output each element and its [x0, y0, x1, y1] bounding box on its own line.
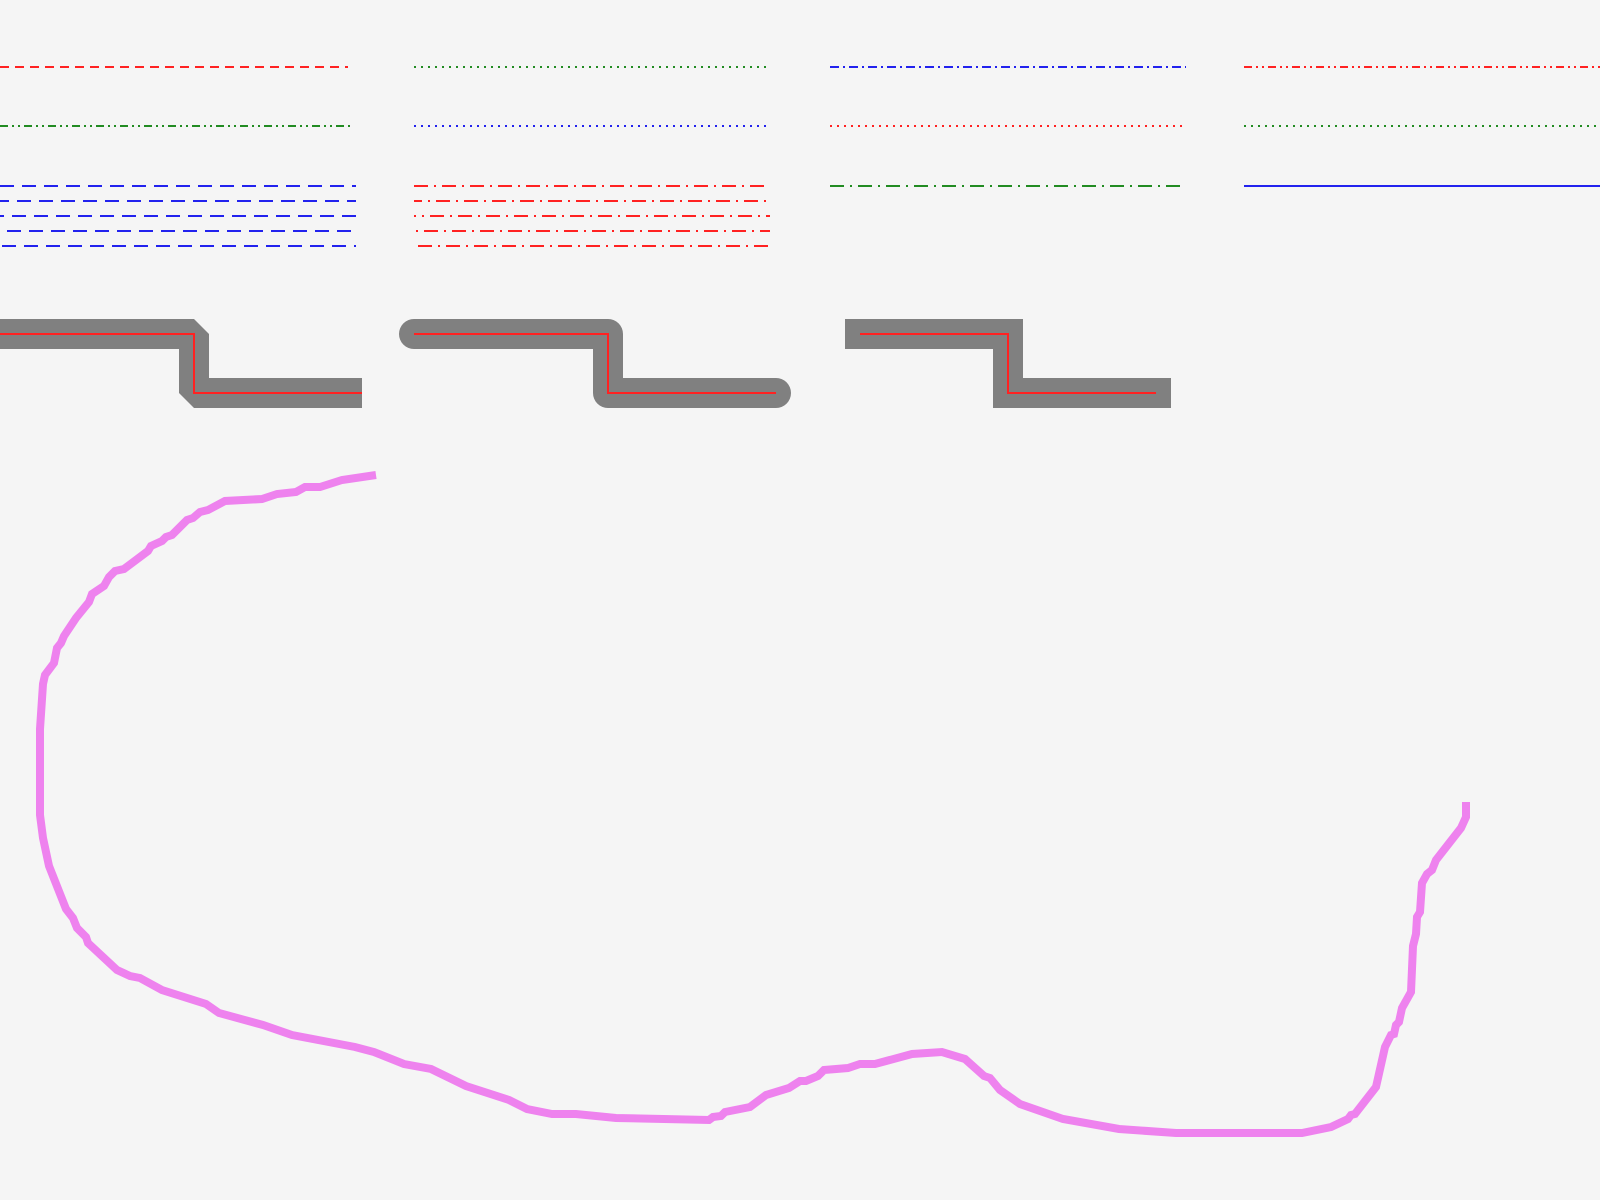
- join-style-samples: [0, 319, 1171, 408]
- round-join-centerline: [414, 333, 776, 394]
- freehand-curve: [36, 471, 1470, 1137]
- round-join-outline: [399, 319, 791, 408]
- bevel-join-outline: [0, 319, 362, 408]
- freehand-samples: [36, 471, 1470, 1137]
- miter-join-centerline: [860, 333, 1156, 394]
- dash-line-samples: [0, 66, 1600, 247]
- bevel-join-centerline: [0, 333, 362, 394]
